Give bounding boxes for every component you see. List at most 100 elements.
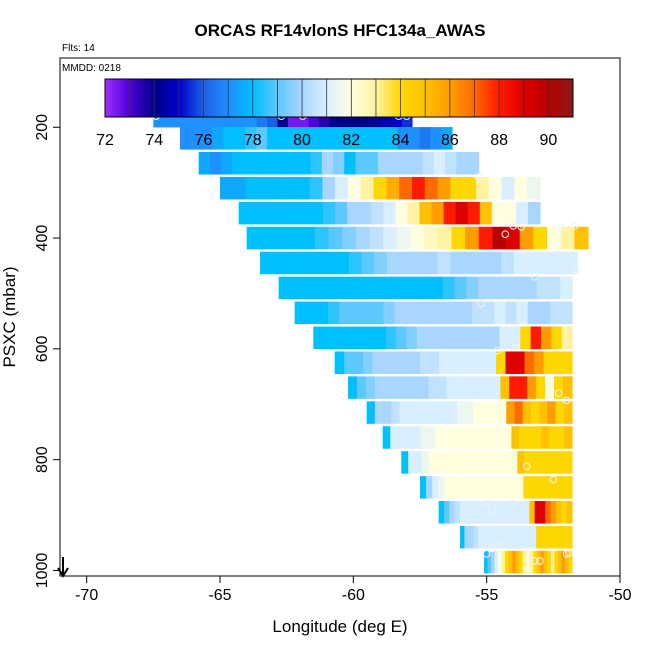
colorbar-swatch xyxy=(164,79,168,117)
colorbar-swatch xyxy=(368,79,372,117)
heatmap-cell xyxy=(246,226,261,250)
heatmap-cell xyxy=(391,351,402,374)
heatmap-cell xyxy=(460,525,466,549)
colorbar-swatch xyxy=(390,79,394,117)
heatmap-cell xyxy=(486,525,492,549)
heatmap-cell xyxy=(334,351,345,374)
colorbar-swatch xyxy=(201,79,205,117)
heatmap-cell xyxy=(408,127,420,150)
heatmap-cell xyxy=(366,401,376,424)
heatmap-cell xyxy=(480,476,488,499)
colorbar-swatch xyxy=(420,79,424,117)
heatmap-cell xyxy=(559,476,567,499)
colorbar-swatch xyxy=(262,79,266,117)
colorbar-swatch xyxy=(171,79,175,117)
y-tick-label: 200 xyxy=(34,114,51,141)
heatmap-cell xyxy=(508,550,513,574)
colorbar-swatch xyxy=(215,79,219,117)
heatmap-cell xyxy=(499,326,511,350)
heatmap-cell xyxy=(563,376,573,399)
heatmap-cell xyxy=(515,351,526,374)
heatmap-cell xyxy=(446,376,457,399)
heatmap-row xyxy=(198,152,480,175)
y-tick-label: 600 xyxy=(34,335,51,362)
colorbar-swatch xyxy=(279,79,283,117)
sample-marker xyxy=(517,223,526,231)
colorbar-swatch xyxy=(518,79,522,117)
heatmap-row xyxy=(382,426,573,449)
heatmap-cell xyxy=(443,201,457,225)
heatmap-cell xyxy=(513,276,526,300)
sample-marker xyxy=(474,173,483,181)
heatmap-cell xyxy=(314,226,330,250)
colorbar-swatch xyxy=(555,79,559,117)
colorbar-swatch xyxy=(538,79,542,117)
heatmap-cell xyxy=(460,501,466,524)
colorbar-swatch xyxy=(346,79,350,117)
colorbar-swatch xyxy=(533,79,537,117)
heatmap-cell xyxy=(412,251,426,275)
heatmap-cell xyxy=(509,525,515,549)
heatmap-cell xyxy=(401,451,409,474)
heatmap-cell xyxy=(440,401,450,424)
heatmap-cell xyxy=(383,401,392,424)
heatmap-cell xyxy=(335,201,348,225)
heatmap-cell xyxy=(558,525,564,549)
heatmap-cell xyxy=(455,376,466,399)
colorbar-swatch xyxy=(383,79,387,117)
heatmap-cell xyxy=(353,351,364,374)
colorbar-swatch xyxy=(425,79,429,117)
heatmap-cell xyxy=(449,301,462,325)
colorbar-swatch xyxy=(265,79,269,117)
heatmap-cell xyxy=(277,127,290,150)
heatmap-cell xyxy=(298,251,312,275)
colorbar-tick-label: 86 xyxy=(441,132,459,149)
heatmap-cell xyxy=(491,376,501,399)
heatmap-cell xyxy=(441,127,453,150)
heatmap-cell xyxy=(562,351,573,374)
heatmap-row xyxy=(366,401,573,424)
heatmap-cell xyxy=(517,451,525,474)
heatmap-cell xyxy=(377,152,390,175)
heatmap-cell xyxy=(496,426,505,449)
colorbar-swatch xyxy=(218,79,222,117)
heatmap-cell xyxy=(509,326,521,350)
heatmap-cell xyxy=(348,176,362,200)
colorbar-swatch xyxy=(486,79,490,117)
heatmap-cell xyxy=(495,525,501,549)
heatmap-cell xyxy=(288,152,301,175)
heatmap-cell xyxy=(476,501,482,524)
heatmap-cell xyxy=(278,276,291,300)
heatmap-cell xyxy=(390,426,399,449)
heatmap-cell xyxy=(476,451,484,474)
sample-marker xyxy=(554,389,563,398)
colorbar-swatch xyxy=(304,79,308,117)
colorbar-swatch xyxy=(235,79,239,117)
heatmap-cell xyxy=(420,476,427,499)
heatmap-cell xyxy=(536,550,541,574)
colorbar-swatch xyxy=(137,79,140,117)
heatmap-cell xyxy=(412,426,422,449)
heatmap-cell xyxy=(310,201,324,225)
heatmap-cell xyxy=(444,476,451,499)
heatmap-cell xyxy=(299,152,312,175)
heatmap-cell xyxy=(296,176,311,200)
heatmap-cell xyxy=(461,301,473,325)
colorbar-swatch xyxy=(198,79,202,117)
colorbar-swatch xyxy=(371,79,374,117)
colorbar-swatch xyxy=(292,79,296,117)
heatmap-cell xyxy=(327,301,340,325)
heatmap-cell xyxy=(476,176,490,200)
heatmap-cell xyxy=(407,276,421,300)
heatmap-cell xyxy=(442,276,456,300)
heatmap-cell xyxy=(473,401,483,424)
heatmap-cell xyxy=(424,401,433,424)
heatmap-cell xyxy=(456,152,469,175)
heatmap-cell xyxy=(265,152,278,175)
colorbar-swatch xyxy=(252,79,256,117)
heatmap-cell xyxy=(491,525,497,549)
heatmap-cell xyxy=(432,401,442,424)
colorbar-swatch xyxy=(506,79,510,117)
colorbar-swatch xyxy=(316,79,320,117)
heatmap-cell xyxy=(305,301,318,325)
